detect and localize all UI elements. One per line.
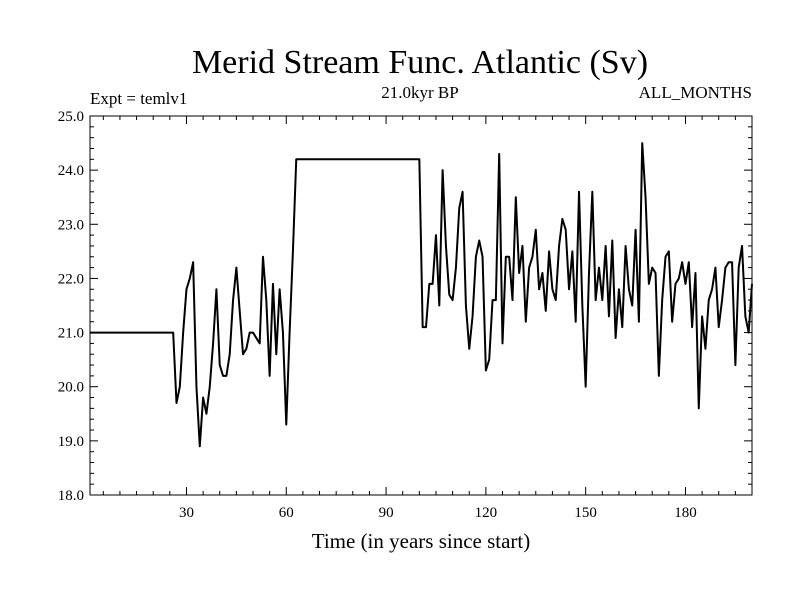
plot-frame — [89, 115, 753, 496]
y-tick-label: 22.0 — [58, 271, 84, 287]
y-tick-label: 24.0 — [58, 163, 84, 179]
axes — [89, 115, 753, 496]
y-tick-label: 20.0 — [58, 380, 84, 396]
x-tick-label: 150 — [574, 505, 597, 521]
x-tick-label: 30 — [179, 505, 194, 521]
x-tick-label: 60 — [279, 505, 294, 521]
subtitle-right: ALL_MONTHS — [639, 83, 752, 102]
ticks: 30 60 90 120 150 180 18.0 19.0 20.0 21.0 22.0 23.0 2… — [58, 109, 752, 521]
x-tick-label: 90 — [379, 505, 394, 521]
series-line — [90, 142, 753, 448]
series — [90, 142, 753, 448]
y-tick-label: 23.0 — [58, 217, 84, 233]
y-tick-label: 21.0 — [58, 326, 84, 342]
y-tick-label: 25.0 — [58, 109, 84, 125]
subtitle-left: Expt = temlv1 — [90, 89, 187, 108]
x-tick-label: 180 — [674, 505, 697, 521]
x-axis-label: Time (in years since start) — [312, 529, 531, 553]
chart-title: Merid Stream Func. Atlantic (Sv) — [192, 44, 648, 81]
subtitle-center: 21.0kyr BP — [381, 83, 458, 102]
x-tick-label: 120 — [475, 505, 498, 521]
y-tick-label: 19.0 — [58, 434, 84, 450]
y-tick-label: 18.0 — [58, 488, 84, 504]
